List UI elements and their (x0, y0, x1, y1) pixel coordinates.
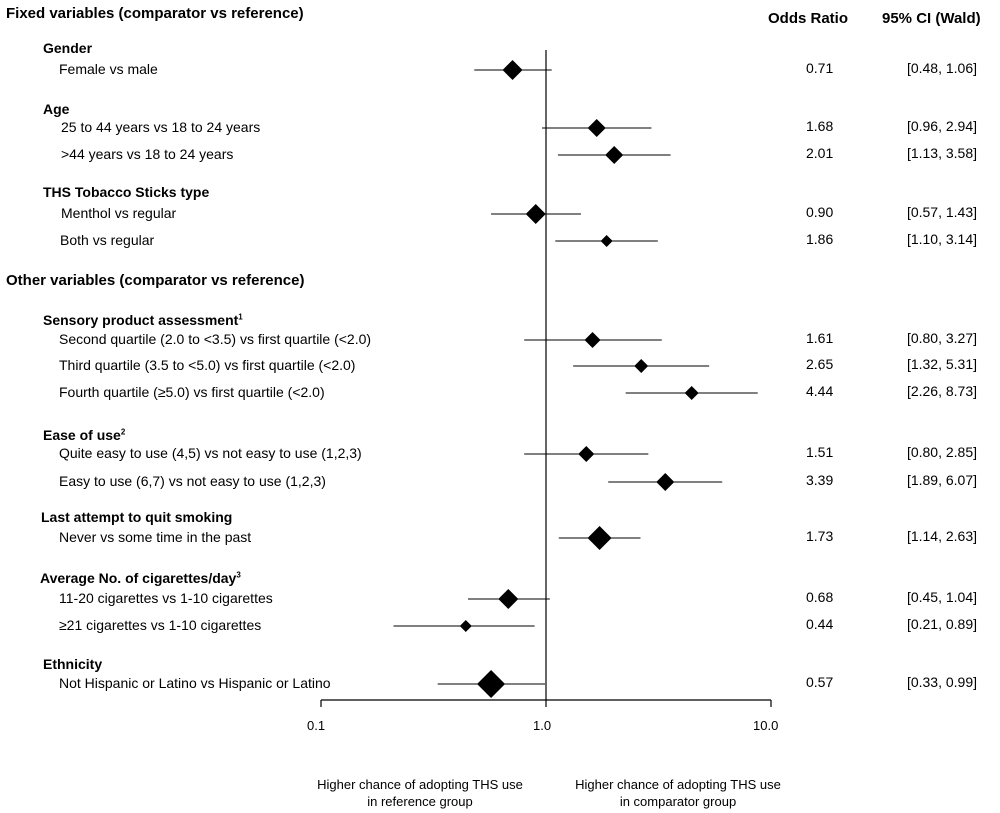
comparator-group-note: Higher chance of adopting THS use in com… (575, 777, 781, 809)
odds-ratio-value: 1.61 (806, 330, 834, 346)
row-label: >44 years vs 18 to 24 years (61, 146, 234, 162)
ci-value: [0.57, 1.43] (906, 204, 977, 220)
odds-ratio-value: 1.86 (806, 231, 834, 247)
ci-value: [1.10, 3.14] (906, 231, 977, 247)
group-title-gender: Gender (43, 40, 93, 56)
point-estimate-diamond (584, 332, 601, 348)
ci-value: [1.13, 3.58] (906, 145, 977, 161)
x-tick-label-0-1: 0.1 (307, 718, 326, 733)
x-tick-label-10-0: 10.0 (753, 718, 779, 733)
point-estimate-diamond (587, 526, 612, 550)
row-label: Easy to use (6,7) vs not easy to use (1,… (59, 473, 326, 489)
other-section-heading: Other variables (comparator vs reference… (6, 272, 305, 289)
group-title-ease-of-use: Ease of use2 (43, 427, 126, 443)
group-title-cigarettes: Average No. of cigarettes/day3 (40, 570, 241, 586)
row-label: Third quartile (3.5 to <5.0) vs first qu… (59, 357, 356, 373)
ci-value: [0.33, 0.99] (906, 674, 977, 690)
ci-value: [0.96, 2.94] (906, 118, 977, 134)
odds-ratio-value: 0.90 (806, 204, 834, 220)
row-label: Never vs some time in the past (59, 529, 252, 545)
point-estimate-diamond (605, 146, 624, 164)
group-title-sensory: Sensory product assessment1 (43, 312, 243, 328)
odds-ratio-value: 1.51 (806, 444, 834, 460)
odds-ratio-value: 0.71 (806, 60, 834, 76)
ci-column-header: 95% CI (Wald) (882, 10, 981, 27)
ci-value: [0.21, 0.89] (906, 616, 977, 632)
row-label: 25 to 44 years vs 18 to 24 years (61, 119, 261, 135)
row-label: Menthol vs regular (61, 205, 177, 221)
row-label: Fourth quartile (≥5.0) vs first quartile… (59, 384, 325, 400)
ci-value: [0.80, 2.85] (906, 444, 977, 460)
odds-ratio-value: 1.68 (806, 118, 834, 134)
point-estimate-diamond (498, 589, 519, 609)
ci-value: [1.89, 6.07] (906, 472, 977, 488)
row-label: Second quartile (2.0 to <3.5) vs first q… (59, 331, 372, 347)
odds-ratio-value: 2.01 (806, 145, 834, 161)
row-label: Female vs male (59, 61, 158, 77)
point-estimate-diamond (477, 670, 506, 698)
odds-ratio-value: 3.39 (806, 472, 834, 488)
footnote-marker: 1 (238, 312, 243, 322)
ci-value: [0.80, 3.27] (906, 330, 977, 346)
point-estimate-diamond (656, 473, 675, 491)
odds-ratio-column-header: Odds Ratio (768, 10, 849, 27)
odds-ratio-value: 0.44 (806, 616, 834, 632)
point-estimate-diamond (502, 60, 523, 80)
row-label: Not Hispanic or Latino vs Hispanic or La… (59, 675, 331, 691)
row-label: Quite easy to use (4,5) vs not easy to u… (59, 445, 362, 461)
odds-ratio-value: 4.44 (806, 383, 834, 399)
ci-value: [1.32, 5.31] (906, 356, 977, 372)
odds-ratio-value: 2.65 (806, 356, 834, 372)
point-estimate-diamond (600, 235, 613, 247)
group-title-ethnicity: Ethnicity (43, 656, 103, 672)
group-title-age: Age (43, 101, 70, 117)
reference-group-note: Higher chance of adopting THS use in ref… (317, 777, 523, 809)
ci-value: [1.14, 2.63] (906, 528, 977, 544)
row-label: Both vs regular (60, 232, 155, 248)
point-estimate-diamond (459, 620, 472, 632)
point-estimate-diamond (634, 359, 649, 373)
ci-value: [2.26, 8.73] (906, 383, 977, 399)
point-estimate-diamond (684, 386, 699, 400)
point-estimate-diamond (525, 204, 546, 224)
odds-ratio-value: 0.57 (806, 674, 834, 690)
ci-value: [0.48, 1.06] (906, 60, 977, 76)
group-title-last-attempt: Last attempt to quit smoking (41, 509, 233, 525)
row-label: 11-20 cigarettes vs 1-10 cigarettes (59, 590, 273, 606)
row-label: ≥21 cigarettes vs 1-10 cigarettes (59, 617, 262, 633)
footnote-marker: 2 (120, 427, 126, 437)
group-title-stick-type: THS Tobacco Sticks type (43, 184, 210, 200)
footnote-marker: 3 (236, 570, 241, 580)
point-estimate-diamond (587, 119, 606, 137)
point-estimate-diamond (578, 446, 595, 462)
odds-ratio-value: 1.73 (806, 528, 834, 544)
odds-ratio-value: 0.68 (806, 589, 834, 605)
ci-value: [0.45, 1.04] (906, 589, 977, 605)
x-tick-label-1-0: 1.0 (533, 718, 552, 733)
fixed-section-heading: Fixed variables (comparator vs reference… (6, 5, 304, 22)
